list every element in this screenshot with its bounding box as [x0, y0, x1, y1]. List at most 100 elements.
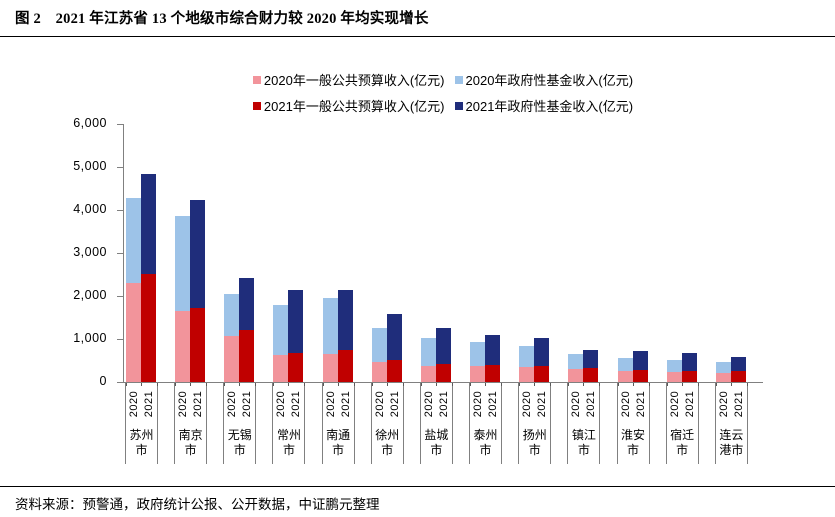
year-label-row: 2020 2021	[618, 383, 649, 425]
year-label-row: 2020 2021	[519, 383, 550, 425]
bar-2021	[681, 352, 697, 382]
city-name: 泰州市	[473, 428, 498, 457]
segment-2021-government-fund	[141, 173, 156, 275]
segment-2020-government-fund	[224, 293, 240, 336]
year-label-row: 2020 2021	[323, 383, 354, 425]
bar-2020	[126, 198, 141, 382]
category-tick	[386, 383, 388, 386]
year-label-text: 2021	[241, 390, 254, 418]
legend-label: 2021年政府性基金收入(亿元)	[465, 99, 634, 114]
bar-2021	[239, 277, 255, 382]
legend-label: 2021年一般公共预算收入(亿元)	[263, 99, 445, 114]
segment-2021-government-fund	[435, 328, 451, 364]
legend-swatch-icon	[252, 101, 261, 110]
y-axis-tick	[117, 382, 123, 383]
segment-2021-public-budget	[583, 367, 599, 382]
segment-2020-public-budget	[470, 366, 486, 382]
year-label-row: 2020 2021	[372, 383, 403, 425]
bar-2021	[337, 289, 353, 382]
year-label-2020: 2020	[127, 383, 142, 425]
year-label-2020: 2020	[667, 383, 682, 425]
category-tick	[485, 383, 487, 386]
year-label-2020: 2020	[225, 383, 240, 425]
segment-2020-government-fund	[322, 298, 338, 355]
year-label-row: 2020 2021	[568, 383, 599, 425]
year-label-text: 2020	[275, 390, 288, 418]
category-tick	[239, 383, 241, 386]
city-name: 镇江市	[571, 428, 596, 457]
city-name: 南京市	[178, 428, 203, 457]
year-label-text: 2020	[668, 390, 681, 418]
legend-item: 2021年政府性基金收入(亿元)	[454, 96, 634, 115]
year-label-2020: 2020	[421, 383, 436, 425]
category-cell: 2020 2021 南京市	[174, 383, 208, 464]
category-tick	[519, 383, 521, 386]
segment-2020-government-fund	[666, 359, 682, 372]
category-tick	[337, 383, 339, 386]
figure-title: 图 2 2021 年江苏省 13 个地级市综合财力较 2020 年均实现增长	[15, 11, 429, 27]
segment-2020-government-fund	[715, 361, 731, 373]
city-name: 扬州市	[522, 428, 547, 457]
year-label-text: 2021	[585, 390, 598, 418]
segment-2020-public-budget	[617, 371, 633, 382]
y-axis-label: 3,000	[73, 245, 107, 259]
category-tick	[435, 383, 437, 386]
segment-2021-government-fund	[337, 289, 353, 351]
year-label-2020: 2020	[372, 383, 387, 425]
year-label-2020: 2020	[569, 383, 584, 425]
segment-2020-public-budget	[175, 311, 191, 382]
segment-2020-government-fund	[420, 337, 436, 366]
y-axis-label: 2,000	[73, 288, 107, 302]
x-axis-line	[123, 382, 763, 383]
segment-2020-government-fund	[617, 357, 633, 372]
bar-2020	[666, 359, 682, 382]
y-axis-label: 0	[99, 374, 107, 388]
bar-2020	[617, 357, 633, 382]
segment-2020-public-budget	[715, 372, 731, 382]
bar-2020	[470, 342, 486, 382]
bar-2020	[224, 293, 240, 382]
bar-2021	[485, 334, 501, 382]
segment-2021-government-fund	[534, 337, 550, 367]
segment-2020-government-fund	[126, 198, 141, 284]
bar-2020	[273, 305, 289, 382]
city-name: 苏州市	[129, 428, 154, 457]
year-label-text: 2021	[192, 390, 205, 418]
city-name: 无锡市	[227, 428, 252, 457]
year-label-row: 2020 2021	[470, 383, 501, 425]
category-tick	[190, 383, 192, 386]
year-label-2020: 2020	[618, 383, 633, 425]
year-label-row: 2020 2021	[667, 383, 698, 425]
category-tick	[550, 383, 552, 386]
segment-2021-public-budget	[337, 350, 353, 382]
segment-2020-public-budget	[273, 355, 289, 382]
segment-2021-government-fund	[681, 352, 697, 371]
segment-2020-public-budget	[420, 365, 436, 382]
category-cell: 2020 2021 连云港市	[714, 383, 748, 464]
y-axis-label: 4,000	[73, 202, 107, 216]
segment-2021-public-budget	[239, 330, 255, 382]
category-tick	[420, 383, 422, 386]
segment-2021-public-budget	[190, 307, 206, 382]
segment-2021-public-budget	[632, 369, 648, 382]
segment-2020-government-fund	[273, 305, 289, 356]
category-tick	[224, 383, 226, 386]
city-name: 徐州市	[375, 428, 400, 457]
category-tick	[666, 383, 668, 386]
segment-2020-public-budget	[224, 335, 240, 382]
y-axis-label: 6,000	[73, 116, 107, 130]
year-label-text: 2020	[472, 390, 485, 418]
year-label-2020: 2020	[471, 383, 486, 425]
category-tick	[730, 383, 732, 386]
segment-2020-government-fund	[519, 345, 535, 368]
bar-2021	[730, 357, 746, 382]
segment-2020-public-budget	[322, 354, 338, 382]
year-label-text: 2020	[373, 390, 386, 418]
category-cell: 2020 2021 常州市	[272, 383, 306, 464]
segment-2020-public-budget	[666, 371, 682, 382]
category-tick	[304, 383, 306, 386]
segment-2020-public-budget	[126, 283, 141, 382]
segment-2021-government-fund	[730, 357, 746, 372]
category-tick	[568, 383, 570, 386]
city-name: 盐城市	[424, 428, 449, 457]
